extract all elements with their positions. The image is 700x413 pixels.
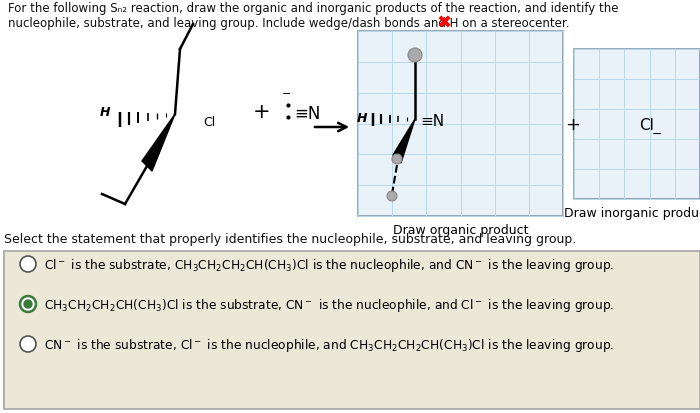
Circle shape <box>24 300 32 308</box>
Text: Cl: Cl <box>203 116 216 129</box>
Text: H: H <box>356 112 367 125</box>
Circle shape <box>20 296 36 312</box>
Circle shape <box>408 49 422 63</box>
Text: CH$_3$CH$_2$CH$_2$CH(CH$_3$)Cl is the substrate, CN$^-$ is the nucleophile, and : CH$_3$CH$_2$CH$_2$CH(CH$_3$)Cl is the su… <box>44 297 615 314</box>
Polygon shape <box>142 115 175 171</box>
Text: Draw organic product: Draw organic product <box>393 224 528 237</box>
Text: Cl: Cl <box>640 117 655 132</box>
Bar <box>358 32 563 216</box>
Bar <box>4 252 700 409</box>
Bar <box>574 50 700 199</box>
Circle shape <box>387 192 397 202</box>
Text: Draw inorganic product: Draw inorganic product <box>564 207 700 220</box>
Text: ✖: ✖ <box>437 15 452 33</box>
Text: Cl$^-$ is the substrate, CH$_3$CH$_2$CH$_2$CH(CH$_3$)Cl is the nucleophile, and : Cl$^-$ is the substrate, CH$_3$CH$_2$CH$… <box>44 257 615 274</box>
Text: +: + <box>253 102 271 122</box>
Text: −: − <box>282 89 292 99</box>
Text: For the following Sₙ₂ reaction, draw the organic and inorganic products of the r: For the following Sₙ₂ reaction, draw the… <box>8 2 619 30</box>
Text: ≡N: ≡N <box>420 114 444 129</box>
Circle shape <box>20 336 36 352</box>
Text: +: + <box>566 116 580 134</box>
Circle shape <box>392 154 402 165</box>
Text: H: H <box>99 106 110 119</box>
Text: ≡N: ≡N <box>294 105 321 123</box>
Text: CN$^-$ is the substrate, Cl$^-$ is the nucleophile, and CH$_3$CH$_2$CH$_2$CH(CH$: CN$^-$ is the substrate, Cl$^-$ is the n… <box>44 337 615 354</box>
Circle shape <box>20 256 36 272</box>
Text: Select the statement that properly identifies the nucleophile, substrate, and le: Select the statement that properly ident… <box>4 233 576 245</box>
Text: −: − <box>651 127 661 140</box>
Polygon shape <box>393 120 415 164</box>
